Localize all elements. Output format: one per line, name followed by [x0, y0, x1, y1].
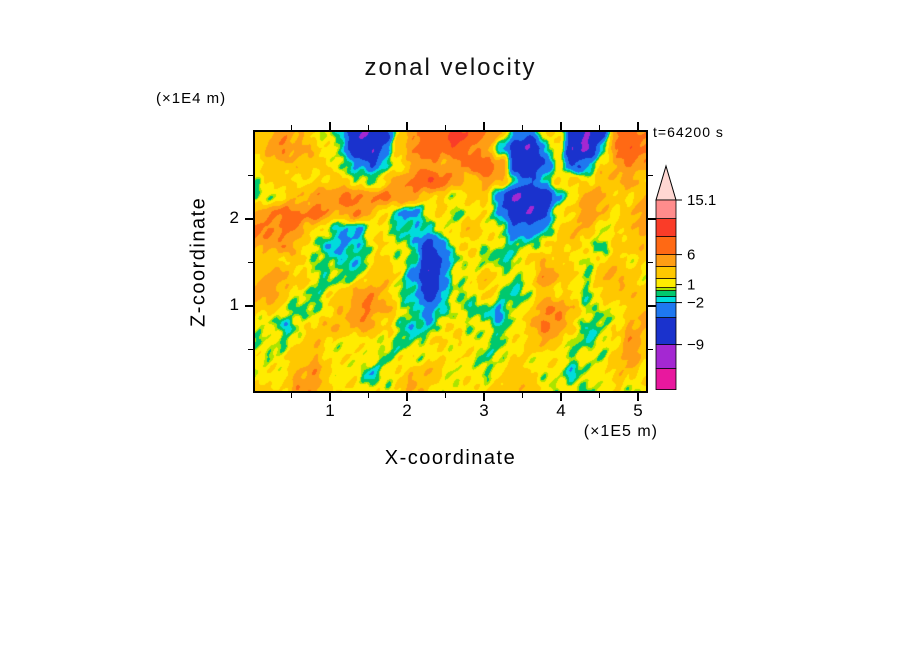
x-tick-label: 4	[556, 401, 566, 420]
time-annotation: t=64200 s	[653, 124, 724, 140]
colorbar-segment	[655, 344, 677, 370]
y-axis-title: Z-coordinate	[187, 196, 210, 327]
colorbar-segment	[655, 287, 677, 292]
colorbar-segment	[655, 290, 677, 298]
colorbar-segment	[655, 199, 677, 220]
axis-tick	[637, 122, 639, 130]
axis-tick	[637, 393, 639, 401]
colorbar-tick-label: −2	[687, 295, 704, 312]
axis-tick	[598, 125, 600, 130]
y-axis-unit-label: (×1E4 m)	[156, 90, 227, 107]
axis-tick	[648, 218, 656, 220]
colorbar-segment	[655, 368, 677, 391]
colorbar-segment	[655, 236, 677, 255]
colorbar-segment	[655, 278, 677, 288]
colorbar-tip	[655, 164, 677, 201]
axis-tick	[245, 218, 253, 220]
axis-tick	[483, 393, 485, 401]
axis-tick	[648, 261, 653, 263]
axis-tick	[329, 393, 331, 401]
axis-tick	[521, 393, 523, 398]
x-tick-label: 2	[402, 401, 412, 420]
axis-tick	[248, 174, 253, 176]
colorbar-segment	[655, 254, 677, 267]
x-tick-label: 3	[479, 401, 489, 420]
axis-tick	[290, 125, 292, 130]
axis-tick	[290, 393, 292, 398]
plot-area	[253, 130, 648, 393]
axis-tick	[598, 393, 600, 398]
axis-tick	[367, 393, 369, 398]
axis-tick	[648, 174, 653, 176]
axis-tick	[521, 125, 523, 130]
colorbar-tick-label: −9	[687, 337, 704, 354]
colorbar-tick-label: 1	[687, 277, 695, 294]
axis-tick	[560, 122, 562, 130]
chart-title: zonal velocity	[364, 54, 537, 81]
colorbar-segment	[655, 317, 677, 346]
x-tick-label: 5	[633, 401, 643, 420]
axis-tick	[648, 348, 653, 350]
axis-tick	[329, 122, 331, 130]
axis-tick	[406, 393, 408, 401]
colorbar-segment	[655, 296, 677, 304]
axis-tick	[248, 348, 253, 350]
heatmap-canvas	[255, 132, 646, 391]
axis-tick	[483, 122, 485, 130]
colorbar-tick-label: 6	[687, 247, 695, 264]
y-tick-label: 2	[229, 207, 239, 227]
axis-tick	[367, 125, 369, 130]
x-axis-unit-label: (×1E5 m)	[583, 423, 658, 440]
colorbar-segment	[655, 302, 677, 319]
colorbar-tick-label: 15.1	[687, 192, 716, 209]
colorbar-segment	[655, 218, 677, 237]
x-tick-label: 1	[325, 401, 335, 420]
axis-tick	[406, 122, 408, 130]
axis-tick	[245, 305, 253, 307]
x-axis-title: X-coordinate	[384, 447, 517, 469]
colorbar-svg: 15.1 6 1−2 −9	[655, 164, 716, 391]
axis-tick	[444, 393, 446, 398]
axis-tick	[648, 305, 656, 307]
axis-tick	[248, 261, 253, 263]
y-tick-label: 1	[229, 294, 239, 314]
colorbar: 15.1 6 1 −2 −9	[652, 158, 772, 403]
axis-tick	[444, 125, 446, 130]
colorbar-segment	[655, 266, 677, 279]
axis-tick	[560, 393, 562, 401]
